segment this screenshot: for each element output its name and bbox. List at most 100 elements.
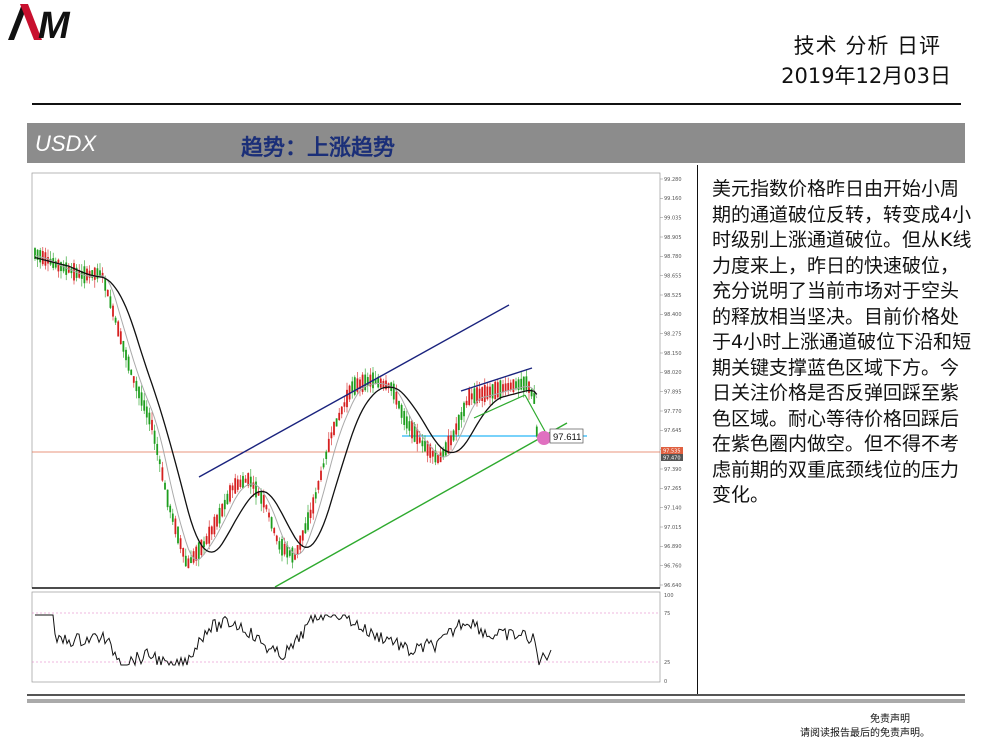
candle-body xyxy=(457,414,460,431)
header-divider xyxy=(32,103,961,105)
instrument-symbol: USDX xyxy=(35,131,97,156)
price-axis-label: 96.760 xyxy=(664,563,682,569)
candle-body xyxy=(132,376,135,383)
candle-body xyxy=(507,383,510,391)
candle-body xyxy=(455,423,458,435)
price-axis-label: 98.525 xyxy=(664,293,682,299)
candle-body xyxy=(522,376,525,391)
candle-body xyxy=(210,526,213,535)
candle-body xyxy=(106,289,109,297)
price-axis-label: 97.770 xyxy=(664,409,682,415)
price-axis-label: 98.400 xyxy=(664,312,682,318)
candle-body xyxy=(361,374,364,392)
candle-body xyxy=(80,271,83,279)
candle-body xyxy=(294,554,296,560)
price-axis-label: 97.390 xyxy=(664,467,682,473)
candle-body xyxy=(356,378,359,392)
candle-body xyxy=(130,369,133,375)
candle-body xyxy=(483,385,486,402)
candle-body xyxy=(117,321,120,337)
candle-body xyxy=(52,258,55,268)
candle-body xyxy=(161,467,164,481)
candle-body xyxy=(153,430,156,444)
candle-body xyxy=(509,382,512,390)
candle-body xyxy=(486,386,489,400)
short-channel-top-line xyxy=(460,367,533,392)
candlesticks xyxy=(34,247,538,569)
oscillator-axis-label: 100 xyxy=(664,593,674,599)
candle-body xyxy=(156,443,159,455)
price-axis-label: 98.275 xyxy=(664,331,682,337)
candle-body xyxy=(470,393,473,400)
xm-logo: M xyxy=(4,0,104,47)
price-axis-label: 99.280 xyxy=(664,177,682,183)
candle-body xyxy=(346,389,348,408)
candle-body xyxy=(494,381,497,400)
candle-body xyxy=(255,481,257,498)
target-zone-marker xyxy=(537,431,551,445)
candle-body xyxy=(119,331,122,345)
candle-body xyxy=(187,558,190,569)
candle-body xyxy=(208,526,211,544)
candle-body xyxy=(164,482,166,490)
price-axis-label: 98.020 xyxy=(664,370,682,376)
ma-fast-line xyxy=(34,255,538,561)
candle-body xyxy=(36,249,39,260)
candle-body xyxy=(244,478,247,483)
candle-body xyxy=(520,378,523,390)
candle-body xyxy=(489,386,491,398)
candle-body xyxy=(322,463,325,468)
candle-body xyxy=(281,539,283,556)
candle-body xyxy=(112,305,114,317)
candle-body xyxy=(213,516,216,535)
candle-body xyxy=(429,444,432,458)
candle-body xyxy=(418,437,421,443)
candle-body xyxy=(135,380,138,392)
candle-body xyxy=(476,387,478,404)
candle-body xyxy=(408,421,411,431)
report-date: 2019年12月03日 xyxy=(781,64,951,88)
breakdown-line xyxy=(524,394,548,436)
candle-body xyxy=(343,402,346,407)
price-axis-label: 98.150 xyxy=(664,351,682,357)
current-price-tag-2 xyxy=(661,454,683,461)
candle-body xyxy=(395,391,398,405)
candle-body xyxy=(283,543,286,555)
candle-body xyxy=(278,541,281,550)
candle-body xyxy=(192,551,195,563)
candle-body xyxy=(62,263,65,272)
candle-body xyxy=(424,440,426,452)
candle-body xyxy=(151,419,153,431)
candle-body xyxy=(275,535,278,542)
candle-body xyxy=(481,387,484,401)
candle-body xyxy=(223,499,226,510)
price-axis-label: 99.160 xyxy=(664,196,682,202)
candle-body xyxy=(114,317,117,323)
oscillator-axis-label: 25 xyxy=(664,660,670,666)
candle-body xyxy=(229,485,231,502)
candle-body xyxy=(221,503,224,517)
candle-body xyxy=(247,473,250,486)
candle-body xyxy=(291,547,294,563)
svg-text:M: M xyxy=(38,5,71,44)
candle-body xyxy=(392,383,395,400)
candle-body xyxy=(442,449,445,457)
candle-body xyxy=(273,528,276,534)
price-axis-label: 96.640 xyxy=(664,583,682,589)
candle-body xyxy=(502,384,504,393)
candle-body xyxy=(353,377,356,395)
candle-body xyxy=(179,538,182,550)
candle-body xyxy=(195,546,198,561)
price-axis-label: 97.895 xyxy=(664,389,682,395)
candle-body xyxy=(54,261,57,268)
price-axis-label: 97.645 xyxy=(664,428,682,434)
candle-body xyxy=(478,388,481,401)
candle-body xyxy=(122,340,125,352)
candle-body xyxy=(262,495,265,508)
candle-body xyxy=(460,412,463,420)
candle-body xyxy=(465,400,468,406)
candle-body xyxy=(437,454,439,464)
price-axis-label: 98.905 xyxy=(664,235,682,241)
candle-body xyxy=(109,296,112,308)
current-price-tag-text: 97.535 xyxy=(663,449,681,455)
